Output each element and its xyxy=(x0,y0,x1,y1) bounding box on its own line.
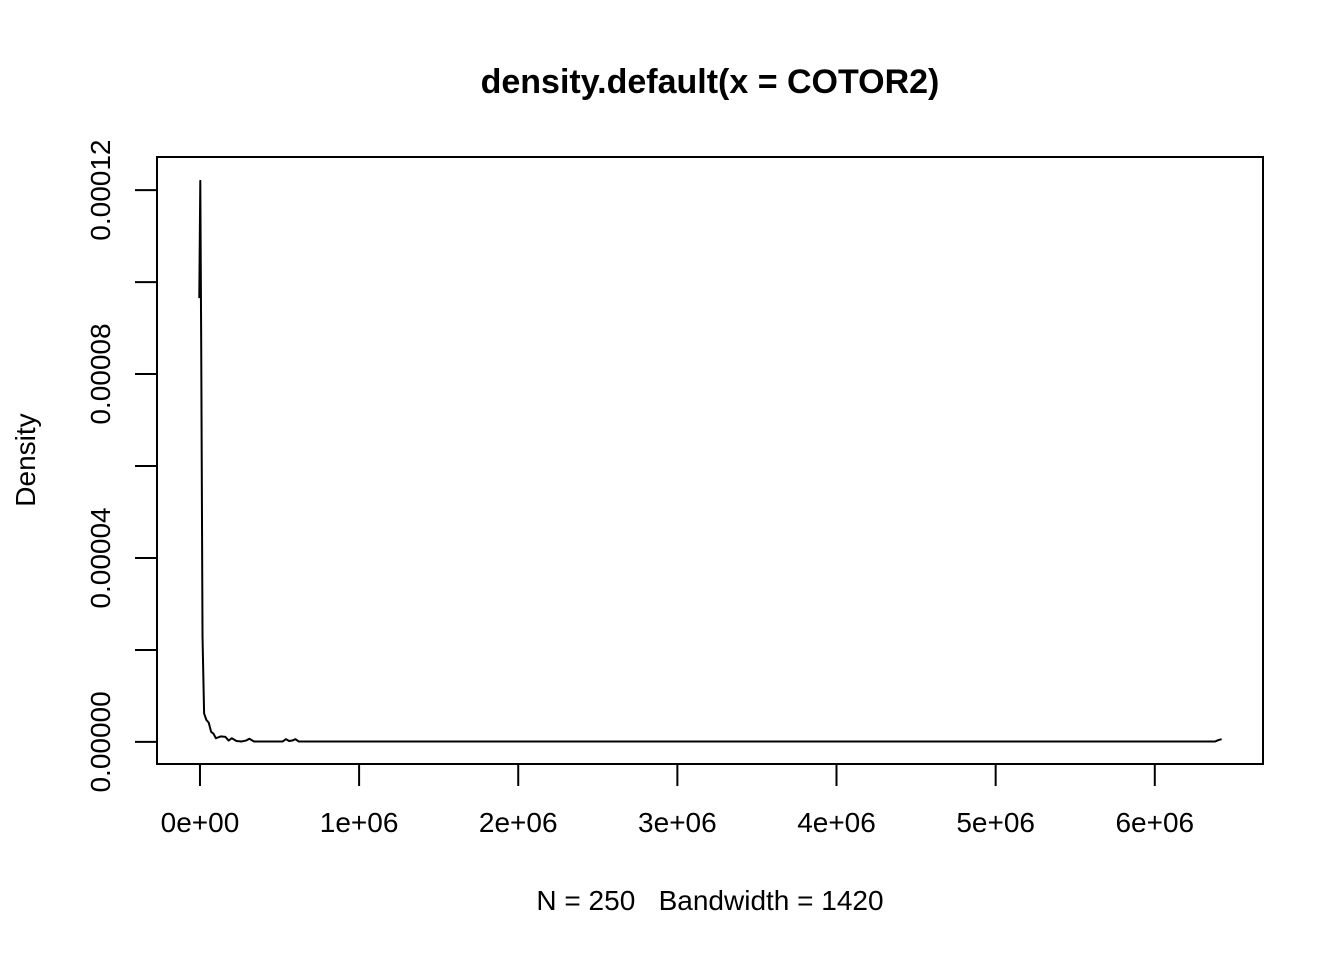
x-tick-label: 5e+06 xyxy=(956,807,1035,838)
chart-title: density.default(x = COTOR2) xyxy=(481,63,940,101)
x-tick-label: 2e+06 xyxy=(479,807,558,838)
plot-frame xyxy=(156,156,1264,765)
x-tick-label: 4e+06 xyxy=(797,807,876,838)
x-tick-label: 0e+00 xyxy=(161,807,240,838)
y-tick-label: 0.00008 xyxy=(85,323,116,424)
y-axis-label: Density xyxy=(10,413,41,506)
x-tick-label: 1e+06 xyxy=(320,807,399,838)
density-line xyxy=(198,179,1222,743)
x-tick-label: 3e+06 xyxy=(638,807,717,838)
x-axis: 0e+00 1e+06 2e+06 3e+06 4e+06 5e+06 6e+06 xyxy=(161,763,1194,838)
y-tick-label: 0.00012 xyxy=(85,139,116,240)
y-tick-label: 0.00004 xyxy=(85,507,116,608)
x-axis-label: N = 250 Bandwidth = 1420 xyxy=(536,885,883,916)
y-axis: 0.00000 0.00004 0.00008 0.00012 xyxy=(85,139,158,793)
y-tick-label: 0.00000 xyxy=(85,691,116,792)
x-tick-label: 6e+06 xyxy=(1115,807,1194,838)
